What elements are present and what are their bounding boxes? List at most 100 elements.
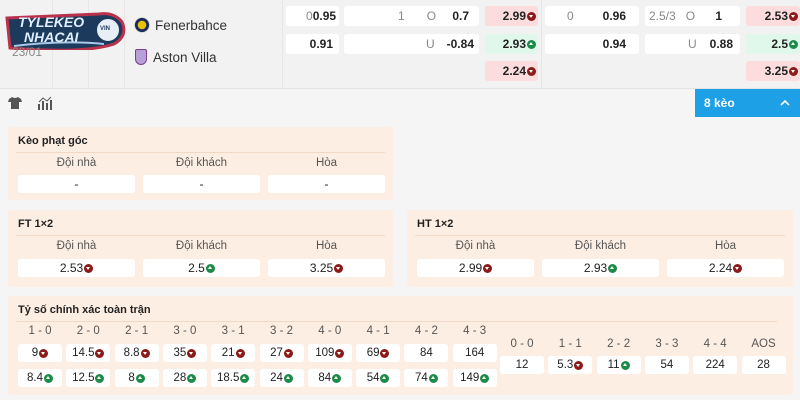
chevron-up-icon — [780, 100, 790, 106]
trend-up-icon — [283, 373, 293, 383]
score-home-odds[interactable]: 69 — [356, 344, 401, 362]
trend-up-icon — [187, 373, 197, 383]
draw-score-label: 0 - 0 — [510, 338, 534, 350]
correct-score-panel: Tỷ số chính xác toàn trận 1 - 0 9 8.4 2 - 0… — [8, 296, 793, 395]
score-away-odds[interactable]: 84 — [307, 369, 352, 387]
h1-handicap-home[interactable]: 0 0.96 — [545, 6, 639, 26]
score-home-odds[interactable]: 21 — [211, 344, 256, 362]
ft1x2-away-odds[interactable]: 2.5 — [143, 259, 260, 277]
trend-down-icon — [483, 263, 493, 273]
odds-value: 109 — [315, 347, 335, 359]
match-date: 23/01 — [12, 45, 43, 59]
score-label: 2 - 1 — [125, 325, 149, 337]
panel-title: FT 1×2 — [18, 218, 54, 230]
score-away-odds[interactable]: 18.5 — [211, 369, 256, 387]
score-label: 3 - 1 — [221, 325, 245, 337]
ft1x2-home-odds[interactable]: 2.53 — [18, 259, 135, 277]
score-away-odds[interactable]: 12.5 — [66, 369, 111, 387]
draw-score-odds[interactable]: 12 — [500, 356, 544, 374]
odds-value: 2.53 — [59, 261, 84, 275]
score-home-odds[interactable]: 164 — [452, 344, 497, 362]
home-team[interactable]: Fenerbahce — [134, 17, 227, 33]
ht1x2-away-odds[interactable]: 2.93 — [542, 259, 659, 277]
h1-under[interactable]: U 0.88 — [645, 34, 740, 54]
score-label: 3 - 0 — [173, 325, 197, 337]
trend-down-icon — [334, 263, 344, 273]
trend-up-icon — [205, 263, 215, 273]
score-home-odds[interactable]: 35 — [162, 344, 207, 362]
score-away-odds[interactable]: 74 — [404, 369, 449, 387]
odds-value: 54 — [660, 359, 674, 371]
score-home-odds[interactable]: 14.5 — [66, 344, 111, 362]
odds-value: 2.93 — [583, 261, 608, 275]
h1-1x2-away[interactable]: 2.5 — [746, 34, 800, 54]
odds-value: 164 — [465, 347, 485, 359]
score-away-odds[interactable]: 149 — [452, 369, 497, 387]
h1-over[interactable]: 2.5/3 O 1 — [645, 6, 740, 26]
odds-value: 8.4 — [27, 372, 43, 384]
draw-score-label: 1 - 1 — [558, 338, 582, 350]
draw-score-odds[interactable]: 28 — [741, 356, 786, 374]
more-odds-button[interactable]: 8 kèo — [695, 89, 800, 117]
h1-handicap-away[interactable]: 0.94 — [545, 34, 639, 54]
trend-down-icon — [574, 360, 584, 370]
odds-value: 3.25 — [309, 261, 334, 275]
aston-villa-crest-icon — [135, 49, 147, 65]
ft-under[interactable]: U -0.84 — [344, 34, 479, 54]
home-team-name: Fenerbahce — [155, 17, 228, 33]
draw-score-odds[interactable]: 5.3 — [548, 356, 593, 374]
away-team-name: Aston Villa — [153, 49, 217, 65]
corner-away-value[interactable]: - — [143, 175, 260, 193]
score-away-odds[interactable]: 24 — [259, 369, 304, 387]
trend-down-icon — [380, 348, 390, 358]
odds-value: 28 — [173, 372, 187, 384]
trend-down-icon — [235, 348, 245, 358]
draw-score-label: 2 - 2 — [607, 338, 631, 350]
ft-1x2-draw[interactable]: 2.24 — [485, 61, 538, 81]
label-away: Đội khách — [574, 240, 627, 252]
odds-value: 9 — [31, 347, 39, 359]
away-team[interactable]: Aston Villa — [135, 49, 217, 65]
odds-value: 74 — [414, 372, 428, 384]
ft-over[interactable]: 1 O 0.7 — [344, 6, 479, 26]
ft-handicap-home[interactable]: 0 0.95 — [286, 6, 339, 26]
score-away-odds[interactable]: 8.4 — [18, 369, 62, 387]
stats-icon[interactable] — [38, 96, 53, 113]
score-home-odds[interactable]: 109 — [307, 344, 352, 362]
shirt-icon[interactable] — [8, 97, 22, 112]
logo-text: NHACAI — [24, 29, 79, 45]
odds-value: 21 — [221, 347, 235, 359]
draw-score-label: 4 - 4 — [703, 338, 727, 350]
score-home-odds[interactable]: 9 — [18, 344, 62, 362]
trend-down-icon — [527, 66, 536, 76]
ft1x2-draw-odds[interactable]: 3.25 — [268, 259, 385, 277]
odds-value: 14.5 — [72, 347, 95, 359]
score-home-odds[interactable]: 27 — [259, 344, 304, 362]
score-home-odds[interactable]: 84 — [404, 344, 449, 362]
corner-draw-value[interactable]: - — [268, 175, 385, 193]
label-draw: Hòa — [315, 157, 338, 169]
panel-title: Kèo phạt góc — [18, 135, 88, 147]
draw-score-odds[interactable]: 54 — [644, 356, 689, 374]
fenerbahce-crest-icon — [134, 17, 150, 33]
trend-up-icon — [95, 373, 105, 383]
draw-score-odds[interactable]: 224 — [693, 356, 738, 374]
ft-1x2-away[interactable]: 2.93 — [485, 34, 538, 54]
label-home: Đội nhà — [56, 157, 97, 169]
ht1x2-home-odds[interactable]: 2.99 — [417, 259, 534, 277]
trend-down-icon — [140, 348, 150, 358]
odds-value: 8.8 — [123, 347, 140, 359]
label-away: Đội khách — [175, 240, 228, 252]
h1-1x2-draw[interactable]: 3.25 — [746, 61, 800, 81]
score-home-odds[interactable]: 8.8 — [114, 344, 159, 362]
ht1x2-draw-odds[interactable]: 2.24 — [667, 259, 784, 277]
score-away-odds[interactable]: 8 — [114, 369, 159, 387]
ft-handicap-away[interactable]: 0.91 — [286, 34, 339, 54]
score-away-odds[interactable]: 54 — [356, 369, 401, 387]
draw-score-odds[interactable]: 11 — [596, 356, 641, 374]
corner-home-value[interactable]: - — [18, 175, 135, 193]
trend-down-icon — [733, 263, 743, 273]
ft-1x2-home[interactable]: 2.99 — [485, 6, 538, 26]
score-away-odds[interactable]: 28 — [162, 369, 207, 387]
h1-1x2-home[interactable]: 2.53 — [746, 6, 800, 26]
